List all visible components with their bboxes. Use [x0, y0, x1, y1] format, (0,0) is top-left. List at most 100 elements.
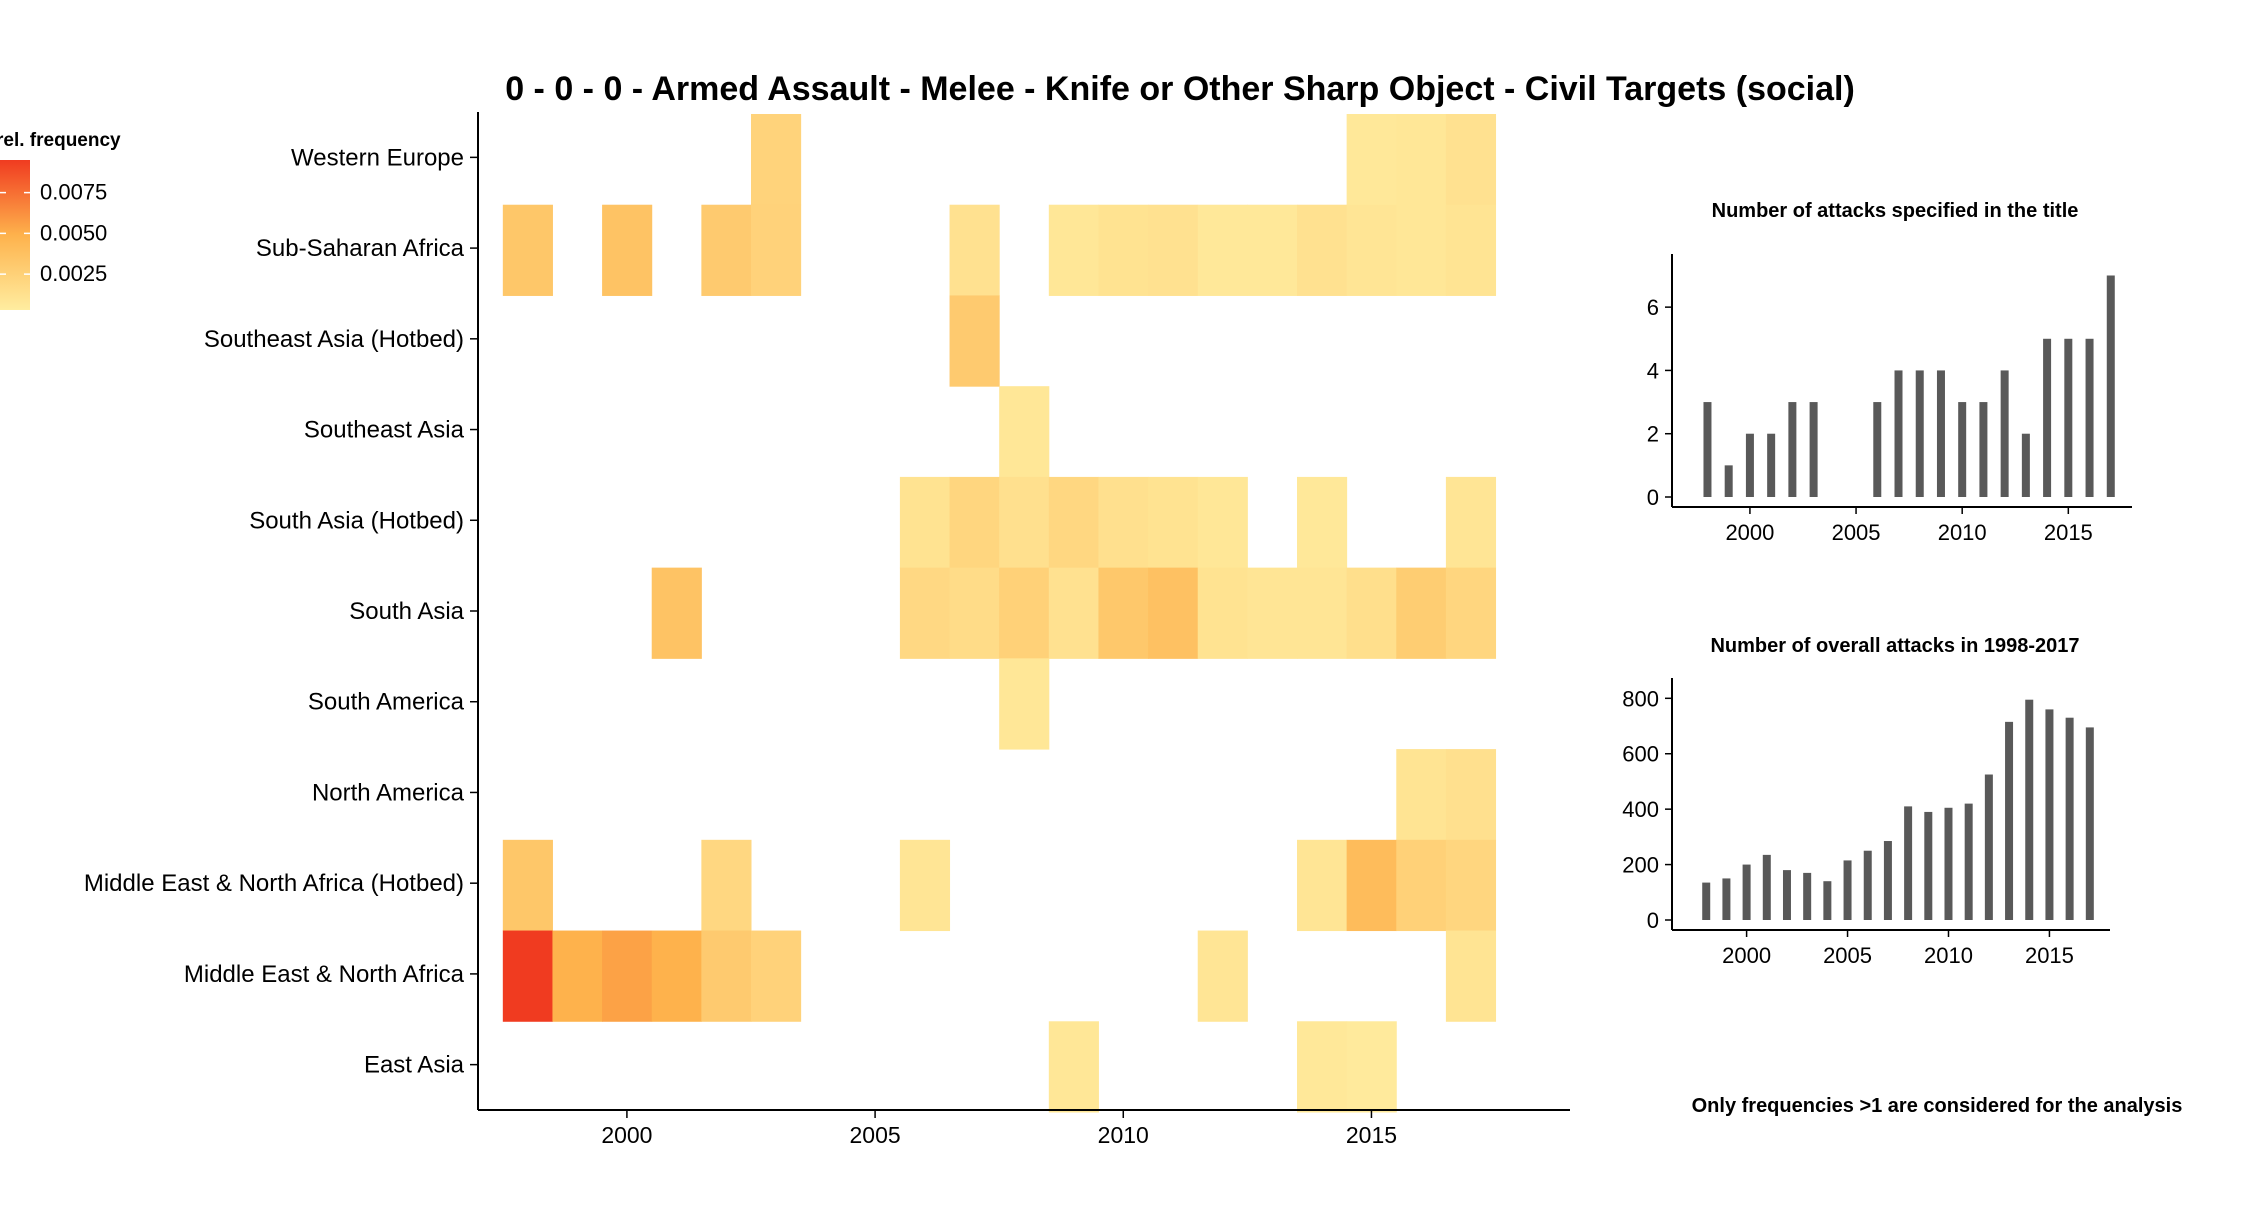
- heatmap-cell: [1445, 749, 1497, 841]
- heatmap-cell: [1445, 567, 1497, 659]
- region-label: Western Europe: [291, 144, 464, 171]
- bar: [1915, 370, 1924, 497]
- legend-tick-label: 0.0075: [40, 180, 107, 205]
- region-label: Sub-Saharan Africa: [256, 235, 465, 262]
- heatmap-cell: [1098, 567, 1149, 659]
- region-label: Southeast Asia: [304, 417, 465, 444]
- heatmap-cell: [1445, 839, 1497, 932]
- bar: [1703, 402, 1712, 497]
- heatmap-cell: [701, 204, 752, 296]
- bar: [2043, 338, 2052, 497]
- bar: [1894, 370, 1903, 497]
- heatmap-cell: [1247, 567, 1298, 659]
- heatmap-cells: [502, 114, 1497, 1113]
- heatmap-cell: [1148, 476, 1199, 569]
- heatmap-y-axis: Western Europe Sub-Saharan Africa Southeas…: [84, 112, 479, 1110]
- bar-chart-1-axes: 2000 2005 2010 2015 0 2 4 6: [1647, 254, 2132, 545]
- bar: [1964, 803, 1973, 920]
- bar: [1809, 402, 1818, 497]
- heatmap-cell: [1346, 839, 1397, 932]
- bar: [1782, 870, 1791, 920]
- bar: [1762, 854, 1771, 920]
- heatmap-cell: [1148, 567, 1199, 659]
- x-tick-label: 2015: [2025, 943, 2074, 968]
- heatmap-cell: [1346, 1021, 1397, 1113]
- bar: [2106, 275, 2115, 497]
- heatmap-cell: [701, 930, 752, 1022]
- x-tick-label: 2000: [1722, 943, 1771, 968]
- bar: [1823, 881, 1832, 920]
- region-label: Middle East & North Africa: [184, 961, 465, 988]
- y-tick-label: 200: [1622, 853, 1659, 878]
- region-label: East Asia: [364, 1052, 465, 1079]
- heatmap-cell: [602, 204, 653, 296]
- x-tick-label: 2010: [1098, 1122, 1149, 1148]
- y-tick-label: 6: [1647, 295, 1659, 320]
- heatmap-cell: [502, 930, 553, 1022]
- bar: [1883, 841, 1892, 920]
- bar: [1742, 864, 1751, 920]
- bar: [1745, 433, 1754, 497]
- heatmap-cell: [1445, 930, 1497, 1022]
- bar: [1944, 807, 1953, 920]
- heatmap-cell: [899, 567, 951, 659]
- heatmap-cell: [1445, 204, 1497, 296]
- bar: [1702, 882, 1711, 920]
- bar: [2021, 433, 2030, 497]
- heatmap-cell: [1346, 567, 1397, 659]
- bar: [1958, 402, 1967, 497]
- bar: [1803, 872, 1812, 920]
- bar: [1722, 878, 1731, 920]
- bar-chart-1-bars: [1703, 275, 2115, 497]
- x-tick-label: 2000: [1725, 520, 1774, 545]
- x-tick-label: 2005: [850, 1122, 901, 1148]
- bar: [2005, 721, 2014, 920]
- bar: [2000, 370, 2009, 497]
- heatmap-x-axis: 2000 2005 2010 2015: [478, 1109, 1570, 1148]
- bar: [1873, 402, 1882, 497]
- heatmap-cell: [1396, 567, 1447, 659]
- x-tick-label: 2015: [2044, 520, 2093, 545]
- heatmap-cell: [1396, 839, 1447, 932]
- heatmap-cell: [949, 295, 1000, 387]
- y-tick-label: 2: [1647, 422, 1659, 447]
- x-tick-label: 2010: [1924, 943, 1973, 968]
- bar-chart-2-bars: [1702, 699, 2094, 920]
- region-label: Southeast Asia (Hotbed): [204, 326, 464, 353]
- heatmap-cell: [1297, 476, 1348, 569]
- bar: [1843, 860, 1852, 920]
- bar-chart-2-title: Number of overall attacks in 1998-2017: [1710, 635, 2079, 657]
- legend-title: rel. frequency: [0, 130, 121, 151]
- heatmap-cell: [1098, 476, 1149, 569]
- heatmap-cell: [502, 839, 553, 932]
- bar-chart-2-axes: 2000 2005 2010 2015 0 200 400 600 800: [1622, 678, 2110, 968]
- heatmap-cell: [899, 839, 951, 932]
- region-label: South Asia (Hotbed): [249, 507, 464, 534]
- legend-tick-label: 0.0050: [40, 220, 107, 245]
- bar: [2064, 338, 2073, 497]
- heatmap-cell: [999, 567, 1050, 659]
- heatmap-cell: [1297, 1021, 1348, 1113]
- bar: [1936, 370, 1945, 497]
- bar: [1984, 774, 1993, 920]
- main-title: 0 - 0 - 0 - Armed Assault - Melee - Knif…: [505, 70, 1855, 108]
- heatmap-cell: [751, 930, 802, 1022]
- bar: [1767, 433, 1776, 497]
- y-tick-label: 800: [1622, 686, 1659, 711]
- heatmap-cell: [1297, 567, 1348, 659]
- legend-color-bar: [0, 160, 30, 310]
- heatmap-cell: [949, 476, 1000, 569]
- heatmap-cell: [999, 658, 1050, 750]
- bar-chart-1-title: Number of attacks specified in the title: [1712, 200, 2079, 222]
- heatmap-cell: [949, 204, 1000, 296]
- heatmap-cell: [1396, 749, 1447, 841]
- heatmap-cell: [751, 114, 802, 206]
- legend-tick-label: 0.0025: [40, 261, 107, 286]
- bar: [2025, 699, 2034, 920]
- heatmap-cell: [1396, 204, 1447, 296]
- x-tick-label: 2000: [601, 1122, 652, 1148]
- heatmap-cell: [1346, 204, 1397, 296]
- overall-attacks-bar-chart: Number of overall attacks in 1998-2017 2…: [1622, 635, 2110, 968]
- bar: [2065, 717, 2074, 920]
